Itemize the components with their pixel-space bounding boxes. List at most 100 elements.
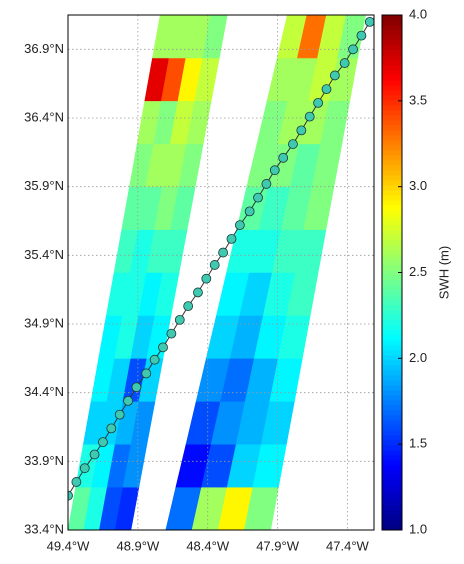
colorbar-step [382, 519, 402, 526]
colorbar-step [382, 234, 402, 241]
colorbar-step [382, 354, 402, 361]
colorbar-step [382, 224, 402, 231]
track-point [174, 314, 185, 325]
colorbar-step [382, 299, 402, 306]
colorbar-step [382, 339, 402, 346]
colorbar-step [382, 169, 402, 176]
colorbar-step [382, 244, 402, 251]
colorbar-step [382, 89, 402, 96]
colorbar-step [382, 139, 402, 146]
colorbar-step [382, 24, 402, 31]
colorbar-step [382, 209, 402, 216]
track-point [106, 423, 117, 434]
colorbar-step [382, 304, 402, 311]
colorbar [381, 14, 403, 531]
colorbar-tick-label: 2.5 [409, 264, 427, 279]
track-point [329, 70, 340, 81]
colorbar-step [382, 214, 402, 221]
colorbar-step [382, 34, 402, 41]
colorbar-step [382, 84, 402, 91]
swath-cell [337, 15, 366, 59]
colorbar-step [382, 324, 402, 331]
labels: 49.4°W 48.9°W 48.4°W 47.9°W 47.4°W 33.4°N 33.9… [24, 6, 451, 553]
track-point [123, 396, 133, 406]
colorbar-step [382, 99, 402, 106]
colorbar-step [382, 59, 402, 66]
colorbar-step [382, 414, 402, 421]
colorbar-step [382, 129, 402, 136]
colorbar-step [382, 494, 402, 501]
colorbar-step [382, 379, 402, 386]
colorbar-step [382, 154, 402, 161]
colorbar-step [382, 294, 402, 301]
colorbar-tick-label: 2.0 [409, 350, 427, 365]
colorbar-tick-label: 4.0 [409, 6, 427, 21]
colorbar-step [382, 219, 402, 226]
track-point [261, 179, 272, 189]
colorbar-tick-label: 1.5 [409, 436, 427, 451]
colorbar-step [382, 319, 402, 326]
y-tick-label: 36.9°N [24, 41, 64, 56]
colorbar-step [382, 114, 402, 121]
track-layer [68, 16, 374, 501]
colorbar-step [382, 499, 402, 506]
colorbar-step [382, 239, 402, 246]
track-point [209, 260, 220, 270]
colorbar-step [382, 104, 402, 111]
colorbar-step [382, 204, 402, 211]
colorbar-step [382, 279, 402, 286]
colorbar-step [382, 509, 402, 516]
colorbar-step [382, 419, 402, 426]
colorbar-step [382, 449, 402, 456]
colorbar-step [382, 149, 402, 156]
colorbar-step [382, 394, 402, 401]
colorbar-step [382, 189, 402, 196]
colorbar-step [382, 144, 402, 151]
colorbar-step [382, 359, 402, 366]
swath-cell [317, 15, 347, 59]
x-tick-label: 49.4°W [47, 538, 91, 553]
colorbar-step [382, 284, 402, 291]
colorbar-tick-label: 3.5 [409, 92, 427, 107]
colorbar-tick-label: 3.0 [409, 178, 427, 193]
colorbar-step [382, 479, 402, 486]
track-point [98, 437, 108, 448]
colorbar-label: SWH (m) [436, 246, 451, 299]
track-point [149, 354, 160, 365]
track-point [339, 58, 350, 68]
track-point [158, 342, 168, 353]
colorbar-step [382, 54, 402, 61]
colorbar-step [382, 469, 402, 476]
colorbar-step [382, 269, 402, 276]
colorbar-step [382, 19, 402, 26]
colorbar-step [382, 274, 402, 281]
colorbar-step [382, 134, 402, 141]
colorbar-step [382, 254, 402, 261]
track-point [321, 84, 332, 95]
y-tick-label: 33.9°N [24, 453, 64, 468]
x-tick-label: 47.9°W [256, 538, 300, 553]
colorbar-step [382, 369, 402, 376]
track-point [166, 328, 177, 339]
track-point [226, 233, 237, 244]
y-tick-label: 35.9°N [24, 178, 64, 193]
colorbar-step [382, 64, 402, 71]
y-tick-label: 33.4°N [24, 521, 64, 536]
colorbar-step [382, 194, 402, 201]
colorbar-step [382, 344, 402, 351]
colorbar-step [382, 454, 402, 461]
colorbar-step [382, 444, 402, 451]
colorbar-step [382, 174, 402, 181]
track-point [141, 368, 152, 379]
colorbar-step [382, 199, 402, 206]
colorbar-step [382, 184, 402, 191]
colorbar-step [382, 439, 402, 446]
y-tick-label: 35.4°N [24, 247, 64, 262]
colorbar-step [382, 504, 402, 511]
y-tick-label: 34.4°N [24, 384, 64, 399]
colorbar-step [382, 464, 402, 471]
colorbar-step [382, 524, 402, 531]
colorbar-step [382, 29, 402, 36]
colorbar-step [382, 399, 402, 406]
